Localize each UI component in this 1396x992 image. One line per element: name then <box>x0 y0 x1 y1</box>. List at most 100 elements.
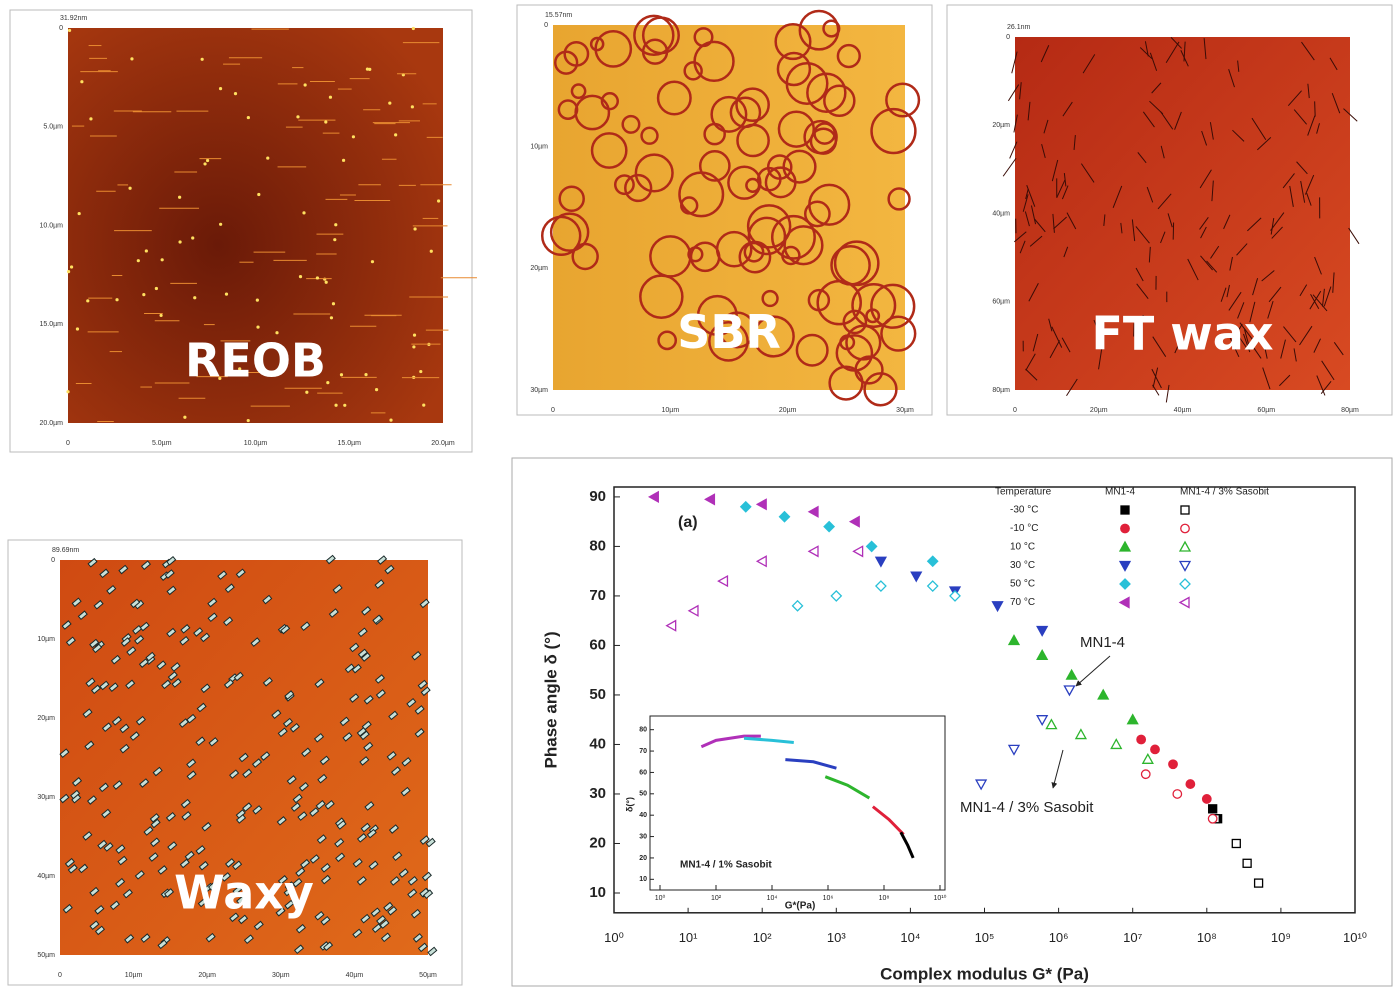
texture <box>78 212 81 215</box>
texture <box>305 391 308 394</box>
y-tick-label: 60 <box>589 636 606 653</box>
texture <box>332 302 335 305</box>
legend-label: 30 °C <box>1010 560 1035 571</box>
texture <box>86 299 89 302</box>
image-label: REOB <box>185 333 326 387</box>
y-tick-label: 10.0µm <box>40 222 64 229</box>
y-tick-label: 10 <box>639 876 647 883</box>
y-tick-label: 80 <box>639 727 647 734</box>
texture <box>115 298 118 301</box>
texture <box>412 27 415 30</box>
texture <box>343 404 346 407</box>
x-tick-label: 60µm <box>1257 407 1275 414</box>
texture <box>247 419 250 422</box>
texture <box>437 199 440 202</box>
x-tick-label: 10⁴ <box>767 895 778 902</box>
y-tick-label: 40 <box>639 812 647 819</box>
texture <box>304 83 307 86</box>
texture <box>411 105 414 108</box>
texture <box>257 193 260 196</box>
x-tick-label: 20.0µm <box>431 440 455 447</box>
texture <box>234 92 237 95</box>
texture <box>89 117 92 120</box>
texture <box>201 58 204 61</box>
texture <box>394 133 397 136</box>
x-tick-label: 10⁰ <box>655 894 666 902</box>
texture <box>66 390 69 393</box>
y-tick-label: 30µm <box>530 387 548 394</box>
x-tick-label: 10¹⁰ <box>1343 930 1367 945</box>
legend-title: Temperature <box>995 487 1052 498</box>
x-tick-label: 0 <box>58 972 62 979</box>
y-tick-label: 20µm <box>992 122 1010 129</box>
marker <box>1186 780 1195 789</box>
x-tick-label: 80µm <box>1341 407 1359 414</box>
texture <box>340 373 343 376</box>
legend-label: 10 °C <box>1010 542 1035 553</box>
texture <box>333 238 336 241</box>
texture <box>137 259 140 262</box>
y-tick-label: 5.0µm <box>43 124 63 131</box>
x-tick-label: 10⁸ <box>879 895 890 902</box>
x-tick-label: 10.0µm <box>244 440 268 447</box>
y-tick-label: 15.0µm <box>40 321 64 328</box>
texture <box>352 135 355 138</box>
annotation: MN1-4 / 3% Sasobit <box>960 799 1094 816</box>
y-tick-label: 30µm <box>37 794 55 801</box>
texture <box>70 265 73 268</box>
texture <box>206 159 209 162</box>
y-tick-label: 20µm <box>37 715 55 722</box>
x-tick-label: 30µm <box>896 407 914 414</box>
x-tick-label: 0 <box>551 407 555 414</box>
legend-label: -10 °C <box>1010 523 1038 534</box>
texture <box>256 299 259 302</box>
x-tick-label: 40µm <box>1174 407 1192 414</box>
image-label: Waxy <box>174 865 314 919</box>
x-tick-label: 10⁷ <box>1123 930 1142 945</box>
texture <box>316 276 319 279</box>
y-axis-label: Phase angle δ (°) <box>541 631 560 768</box>
marker <box>1255 879 1263 887</box>
scale-label: 26.1nm <box>1007 24 1031 31</box>
y-tick-label: 60µm <box>992 299 1010 306</box>
x-tick-label: 20µm <box>198 972 216 979</box>
x-tick-label: 10² <box>753 930 772 945</box>
y-tick-label: 20µm <box>530 265 548 272</box>
y-tick-label: 20 <box>589 834 606 851</box>
x-tick-label: 20µm <box>1090 407 1108 414</box>
legend-marker: -10 °C <box>1181 524 1190 533</box>
y-tick-label: 50 <box>639 791 647 798</box>
image-label: SBR <box>677 305 781 359</box>
annotation: (a) <box>678 514 698 531</box>
texture <box>324 120 327 123</box>
texture <box>413 333 416 336</box>
texture <box>389 419 392 422</box>
x-tick-label: 5.0µm <box>152 440 172 447</box>
y-tick-label: 40µm <box>37 873 55 880</box>
y-tick-label: 0 <box>59 25 63 32</box>
x-tick-label: 20µm <box>779 407 797 414</box>
texture <box>302 211 305 214</box>
texture <box>364 373 367 376</box>
x-axis-label: Complex modulus G* (Pa) <box>880 964 1089 983</box>
y-tick-label: 90 <box>589 488 606 505</box>
texture <box>155 287 158 290</box>
x-tick-label: 30µm <box>272 972 290 979</box>
y-axis-label: δ(°) <box>624 797 634 812</box>
texture <box>128 187 131 190</box>
texture <box>371 260 374 263</box>
image-label: FT wax <box>1091 307 1273 361</box>
legend-header: MN1-4 / 3% Sasobit <box>1180 487 1269 498</box>
texture <box>323 278 326 281</box>
texture <box>266 156 269 159</box>
texture <box>342 159 345 162</box>
texture <box>80 80 83 83</box>
marker <box>1137 735 1146 744</box>
texture <box>76 327 79 330</box>
x-axis-label: G*(Pa) <box>785 901 816 912</box>
x-tick-label: 10⁹ <box>1271 930 1291 945</box>
texture <box>178 196 181 199</box>
y-tick-label: 80 <box>589 537 606 554</box>
x-tick-label: 10⁰ <box>604 930 624 945</box>
texture <box>219 223 222 226</box>
